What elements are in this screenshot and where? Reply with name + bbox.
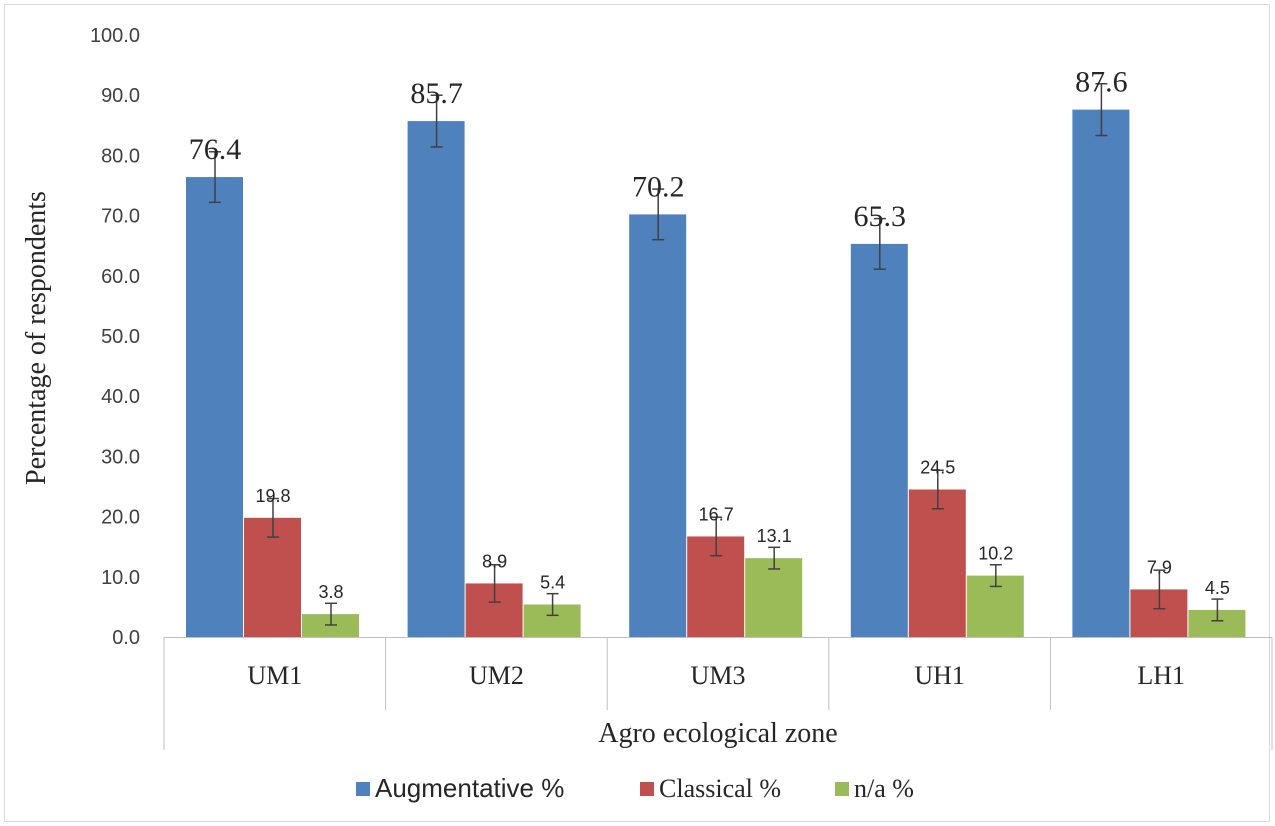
legend-label: Classical % bbox=[659, 774, 781, 803]
data-label: 87.6 bbox=[1075, 66, 1128, 99]
data-label: 10.2 bbox=[978, 544, 1013, 564]
y-tick-label: 80.0 bbox=[101, 145, 140, 167]
y-tick-label: 60.0 bbox=[101, 266, 140, 288]
y-tick-label: 40.0 bbox=[101, 386, 140, 408]
data-label: 19.8 bbox=[255, 486, 290, 506]
y-tick-label: 100.0 bbox=[90, 25, 140, 47]
y-tick-label: 0.0 bbox=[112, 627, 140, 649]
data-label: 65.3 bbox=[854, 200, 907, 233]
x-tick-label: UM3 bbox=[691, 661, 746, 690]
bar bbox=[407, 121, 465, 637]
data-label: 4.5 bbox=[1205, 578, 1230, 598]
bar bbox=[629, 214, 687, 637]
y-tick-label: 30.0 bbox=[101, 446, 140, 468]
bar bbox=[745, 558, 803, 637]
x-tick-label: UM2 bbox=[469, 661, 524, 690]
bar bbox=[1072, 109, 1130, 637]
data-label: 13.1 bbox=[757, 526, 792, 546]
bar bbox=[908, 489, 966, 637]
y-tick-label: 70.0 bbox=[101, 206, 140, 228]
y-axis-title: Percentage of respondents bbox=[21, 191, 52, 485]
x-tick-label: LH1 bbox=[1137, 661, 1185, 690]
x-tick-label: UM1 bbox=[247, 661, 302, 690]
legend-swatch bbox=[356, 782, 370, 796]
data-label: 8.9 bbox=[482, 551, 507, 571]
x-tick-label: UH1 bbox=[914, 661, 965, 690]
bar bbox=[186, 177, 243, 637]
x-axis-title: Agro ecological zone bbox=[598, 718, 837, 749]
data-label: 5.4 bbox=[540, 572, 565, 592]
data-label: 7.9 bbox=[1147, 557, 1172, 577]
legend-swatch bbox=[640, 782, 654, 796]
data-label: 3.8 bbox=[318, 582, 343, 602]
data-label: 85.7 bbox=[410, 77, 463, 110]
data-label: 70.2 bbox=[632, 170, 685, 203]
data-label: 16.7 bbox=[699, 504, 734, 524]
y-tick-label: 20.0 bbox=[101, 507, 140, 529]
data-label: 76.4 bbox=[189, 133, 242, 166]
legend-swatch bbox=[835, 782, 849, 796]
y-tick-label: 90.0 bbox=[101, 85, 140, 107]
data-label: 24.5 bbox=[920, 458, 955, 478]
y-tick-label: 10.0 bbox=[101, 567, 140, 589]
bar bbox=[850, 243, 908, 638]
legend-label: Augmentative % bbox=[375, 773, 564, 803]
y-tick-label: 50.0 bbox=[101, 326, 140, 348]
legend-label: n/a % bbox=[854, 774, 914, 803]
